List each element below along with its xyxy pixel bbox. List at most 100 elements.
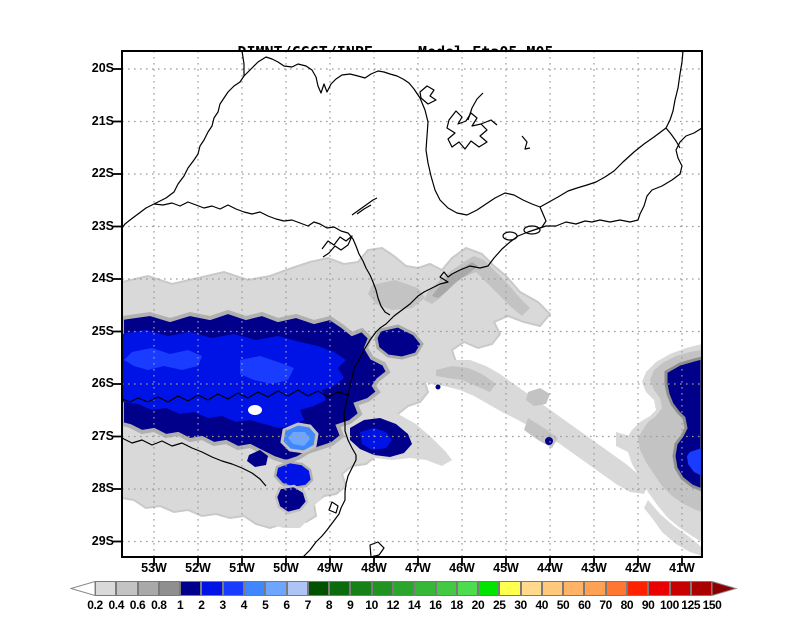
colorbar-segment [95,581,117,596]
colorbar-tick-label: 0.4 [108,598,125,612]
border-rj-es [665,127,681,149]
reservoir-small1 [419,85,437,105]
lon-tick-label: 52W [185,561,211,575]
precip-blue-bright2 [240,356,294,384]
lat-tick-label: 22S [91,166,114,180]
colorbar-segment [605,581,628,596]
colorbar-tick-label: 12 [386,598,400,612]
border-rj-sp [536,206,547,230]
lat-tick-label: 28S [91,481,114,495]
reservoir-cluster [321,235,353,258]
colorbar-tick-label: 30 [514,598,527,612]
colorbar-tick-label: 0.8 [151,598,167,612]
colorbar-segment [307,581,330,596]
reservoir-small2 [521,135,531,150]
border-paranapanema [153,201,391,316]
colorbar-segment [222,581,244,596]
lat-tick-label: 25S [91,323,114,338]
lon-tick-label: 51W [229,561,255,575]
colorbar-segment [456,581,479,596]
colorbar-tick-label: 3 [219,598,227,612]
colorbar-segment [499,581,521,596]
colorbar-tick-label: 1 [176,598,184,612]
lat-tick-label: 24S [91,271,114,285]
colorbar-tick-label: 100 [660,598,679,612]
lon-tick-label: 43W [581,561,607,575]
lon-tick-label: 49W [317,561,343,575]
precip-gray-streak-core1 [436,366,496,392]
lon-tick-label: 42W [625,561,651,575]
colorbar-segment [520,581,542,596]
colorbar-segment [541,581,564,596]
colorbar-segment [201,581,223,596]
precip-gray-south2 [256,512,308,528]
colorbar-segment [116,581,138,596]
precip-navy-triangle [374,324,424,360]
colorbar-segment [563,581,585,596]
colorbar-tick-label: 125 [681,598,701,612]
colorbar-tick-label: 80 [620,598,634,612]
colorbar-segment [286,581,308,596]
colorbar-left-arrow [70,581,96,596]
coast-island1 [502,231,518,241]
lon-tick-label: 53W [141,561,167,575]
colorbar-tick-label: 7 [304,598,312,612]
precip-navy-speck2 [435,384,441,390]
colorbar-tick-label: 9 [347,598,354,612]
colorbar-segment [435,581,457,596]
colorbar-right-arrow [712,581,738,596]
colorbar-tick-label: 70 [599,598,612,612]
axis-ticks [112,68,683,566]
border-parana-river [122,51,245,229]
precip-blue-east-edge [687,448,702,476]
colorbar-segment [584,581,606,596]
reservoir-furnas [446,110,488,150]
coast-and-borders [122,51,702,557]
colorbar-segment [180,581,202,596]
precip-blue-south [273,460,314,490]
border-sc-rs [122,437,267,487]
colorbar-segment [690,581,713,596]
colorbar-segment [648,581,670,596]
colorbar-tick-label: 90 [641,598,655,612]
colorbar-tick-label: 16 [429,598,442,612]
lon-tick-label: 45W [493,561,519,575]
lat-tick-label: 27S [91,428,114,443]
colorbar-segment [627,581,649,596]
precip-navy-south [274,484,309,515]
colorbar-tick-label: 5 [262,598,269,612]
colorbar-tick-label: 18 [450,598,463,612]
colorbar-tick-label: 40 [535,598,549,612]
precip-white-hole3 [248,405,262,415]
colorbar-tick-label: 0.6 [129,598,146,612]
colorbar-tick-label: 8 [325,598,333,612]
colorbar-tick-label: 150 [702,598,722,612]
reservoir-sprig1 [467,92,484,121]
colorbar-tick-label: 0.2 [87,598,103,612]
precip-gray-coast-dark [432,262,478,298]
colorbar-tick-label: 10 [365,598,378,612]
colorbar-segment [414,581,436,596]
coastline [302,127,702,557]
colorbar-segment [350,581,372,596]
coast-island-hook [369,541,385,557]
coast-island2 [523,225,541,235]
graticule [122,51,702,557]
precip-blue-bright1 [124,348,202,370]
colorbar [95,581,713,596]
colorbar-tick-label: 6 [283,598,290,612]
lon-tick-label: 47W [405,561,431,575]
colorbar-segment [329,581,351,596]
lon-tick-label: 41W [669,561,695,575]
precip-lightblue-core [288,432,310,446]
colorbar-tick-label: 25 [492,598,506,612]
lat-tick-label: 26S [91,376,114,390]
colorbar-segment [243,581,266,596]
colorbar-segment [478,581,500,596]
colorbar-tick-label: 2 [198,598,205,612]
colorbar-segment [392,581,415,596]
precip-blue-east-core [360,428,392,450]
reservoir-snake [351,197,378,216]
